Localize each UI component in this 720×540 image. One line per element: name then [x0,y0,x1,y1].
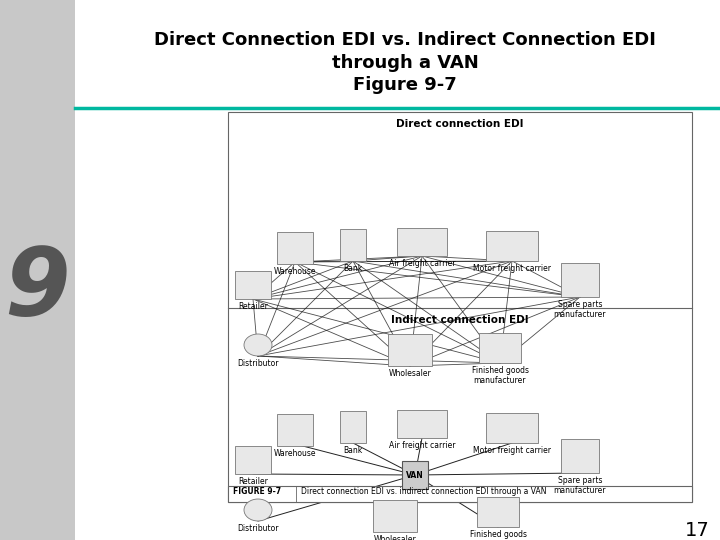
Text: FIGURE 9-7: FIGURE 9-7 [233,487,281,496]
Bar [228,112,692,502]
Bar [402,461,428,489]
Text: Bank: Bank [343,264,363,273]
Text: Retailer: Retailer [238,302,268,311]
Bar [373,500,417,532]
Ellipse shape [244,499,272,521]
Bar [486,413,538,443]
Text: Wholesaler: Wholesaler [389,369,431,378]
Text: Distributor: Distributor [238,359,279,368]
Text: VAN: VAN [406,470,424,480]
Bar [397,228,447,256]
Text: Wholesaler: Wholesaler [374,535,416,540]
Text: Indirect connection EDI: Indirect connection EDI [391,315,528,325]
Text: 17: 17 [685,521,710,539]
Bar [486,231,538,261]
Bar [388,334,432,366]
Text: Air freight carrier: Air freight carrier [389,441,455,450]
Text: Spare parts
manufacturer: Spare parts manufacturer [554,300,606,319]
Bar [340,229,366,261]
Text: through a VAN: through a VAN [332,54,478,72]
Bar [561,263,599,297]
Text: Distributor: Distributor [238,524,279,533]
Bar [235,271,271,299]
Bar [340,411,366,443]
Text: Figure 9-7: Figure 9-7 [353,76,457,94]
Text: Warehouse: Warehouse [274,267,316,276]
Bar [277,232,313,264]
Bar [0,0,75,540]
Text: 9: 9 [4,244,71,336]
Text: Finished goods
manufacturer: Finished goods manufacturer [472,366,528,386]
Bar [397,410,447,438]
Text: Motor freight carrier: Motor freight carrier [473,264,551,273]
Bar [477,497,519,527]
Bar [235,446,271,474]
Text: Motor freight carrier: Motor freight carrier [473,446,551,455]
Text: Spare parts
manufacturer: Spare parts manufacturer [554,476,606,495]
Text: Direct Connection EDI vs. Indirect Connection EDI: Direct Connection EDI vs. Indirect Conne… [154,31,656,49]
Text: Bank: Bank [343,446,363,455]
Text: Warehouse: Warehouse [274,449,316,458]
Text: Direct connection EDI: Direct connection EDI [396,119,523,129]
Text: Finished goods
manufacturer: Finished goods manufacturer [469,530,526,540]
Bar [479,333,521,363]
Bar [561,439,599,473]
Text: Air freight carrier: Air freight carrier [389,259,455,268]
Text: Direct connection EDI vs. indirect connection EDI through a VAN: Direct connection EDI vs. indirect conne… [301,487,546,496]
Bar [277,414,313,446]
Text: Retailer: Retailer [238,477,268,486]
Ellipse shape [244,334,272,356]
Bar [228,486,692,502]
